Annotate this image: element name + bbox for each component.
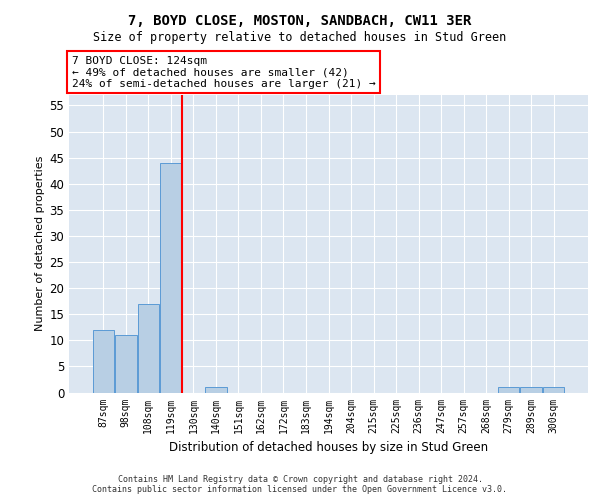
Text: 7 BOYD CLOSE: 124sqm
← 49% of detached houses are smaller (42)
24% of semi-detac: 7 BOYD CLOSE: 124sqm ← 49% of detached h… <box>71 56 376 89</box>
Y-axis label: Number of detached properties: Number of detached properties <box>35 156 45 332</box>
Text: Contains HM Land Registry data © Crown copyright and database right 2024.
Contai: Contains HM Land Registry data © Crown c… <box>92 474 508 494</box>
Text: Size of property relative to detached houses in Stud Green: Size of property relative to detached ho… <box>94 31 506 44</box>
Bar <box>160 163 182 392</box>
Bar <box>520 388 542 392</box>
Text: 7, BOYD CLOSE, MOSTON, SANDBACH, CW11 3ER: 7, BOYD CLOSE, MOSTON, SANDBACH, CW11 3E… <box>128 14 472 28</box>
Bar <box>543 388 565 392</box>
X-axis label: Distribution of detached houses by size in Stud Green: Distribution of detached houses by size … <box>169 441 488 454</box>
Bar <box>137 304 159 392</box>
Bar <box>205 388 227 392</box>
Bar <box>498 388 520 392</box>
Bar <box>92 330 114 392</box>
Bar <box>115 335 137 392</box>
